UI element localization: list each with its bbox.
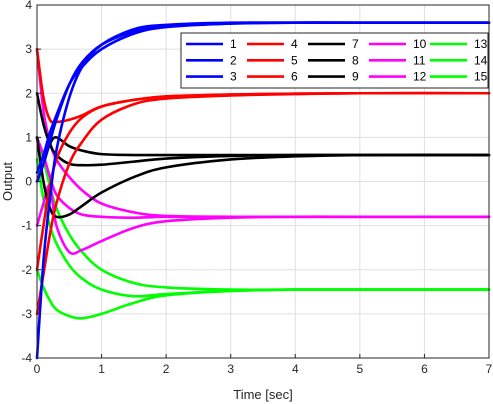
y-tick-label: 1 [25,130,32,144]
y-tick-label: -1 [21,219,32,233]
x-tick-label: 6 [421,362,428,376]
legend-label-8: 8 [352,53,359,67]
legend-label-2: 2 [230,53,237,67]
legend-label-13: 13 [474,37,488,51]
x-tick-label: 2 [163,362,170,376]
legend-label-15: 15 [474,70,488,84]
legend-label-14: 14 [474,53,488,67]
legend-label-12: 12 [413,70,427,84]
x-tick-label: 0 [34,362,41,376]
x-axis: 0 1 2 3 4 5 6 7 [34,354,493,376]
legend-label-4: 4 [291,37,298,51]
x-tick-label: 5 [357,362,364,376]
y-tick-label: -3 [21,307,32,321]
y-axis: -4 -3 -2 -1 0 1 2 3 4 [21,0,41,365]
series-line-1 [35,21,491,360]
plot-lines [35,21,491,360]
legend-label-5: 5 [291,53,298,67]
x-tick-label: 1 [98,362,105,376]
legend-label-10: 10 [413,37,427,51]
legend-label-7: 7 [352,37,359,51]
y-tick-label: -2 [21,263,32,277]
legend-label-1: 1 [230,37,237,51]
legend-label-3: 3 [230,70,237,84]
y-tick-label: 2 [25,86,32,100]
x-axis-label: Time [sec] [233,387,292,402]
y-tick-label: -4 [21,351,32,365]
y-tick-label: 0 [25,175,32,189]
x-tick-label: 4 [292,362,299,376]
legend-label-9: 9 [352,70,359,84]
y-axis-label: Output [0,162,15,201]
y-tick-label: 3 [25,42,32,56]
series-line-4 [35,91,491,316]
legend-label-11: 11 [413,53,426,67]
x-tick-label: 3 [227,362,234,376]
legend-label-6: 6 [291,70,298,84]
y-tick-label: 4 [25,0,32,12]
x-tick-label: 7 [486,362,493,376]
